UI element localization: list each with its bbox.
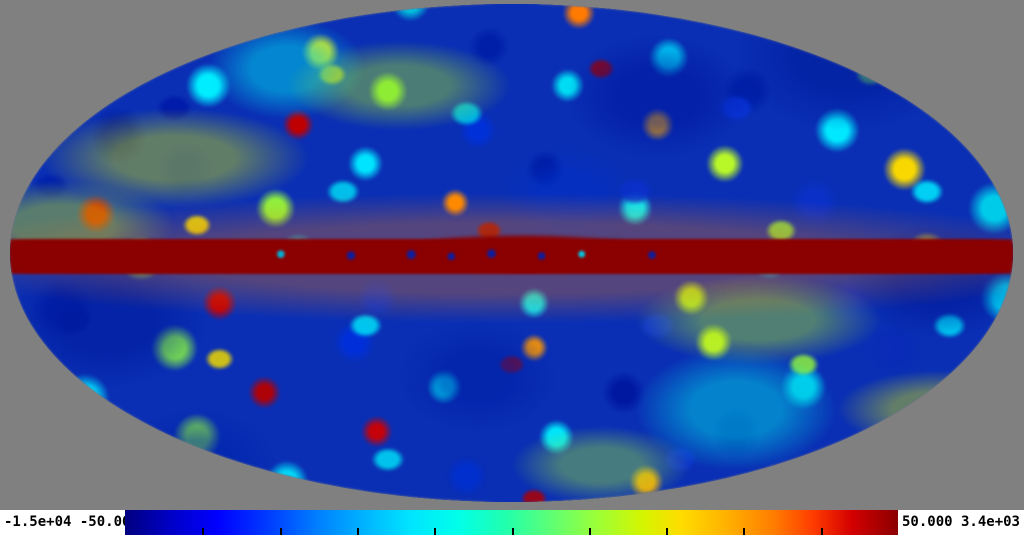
sky-map-area (10, 4, 1013, 502)
colorbar-tick (511, 528, 514, 535)
colorbar-tick (356, 528, 359, 535)
colorbar-tick (588, 528, 591, 535)
colorbar-tick (820, 528, 823, 535)
colorbar-tick (279, 528, 282, 535)
colorbar-max-labels: 50.000 3.4e+03 (901, 510, 1020, 535)
colorbar-tick (666, 528, 669, 535)
colorbar-gradient[interactable] (125, 510, 898, 535)
colorbar-min-labels: -1.5e+04 -50.000 (4, 510, 139, 535)
colorbar-tick (434, 528, 437, 535)
colorbar-tick (743, 528, 746, 535)
colorbar-tick (202, 528, 205, 535)
galactic-point-sources (10, 233, 1013, 278)
colorbar-row: -1.5e+04 -50.000 50.000 3.4e+03 (0, 510, 1024, 535)
mollweide-sky-ellipse[interactable] (10, 4, 1013, 502)
